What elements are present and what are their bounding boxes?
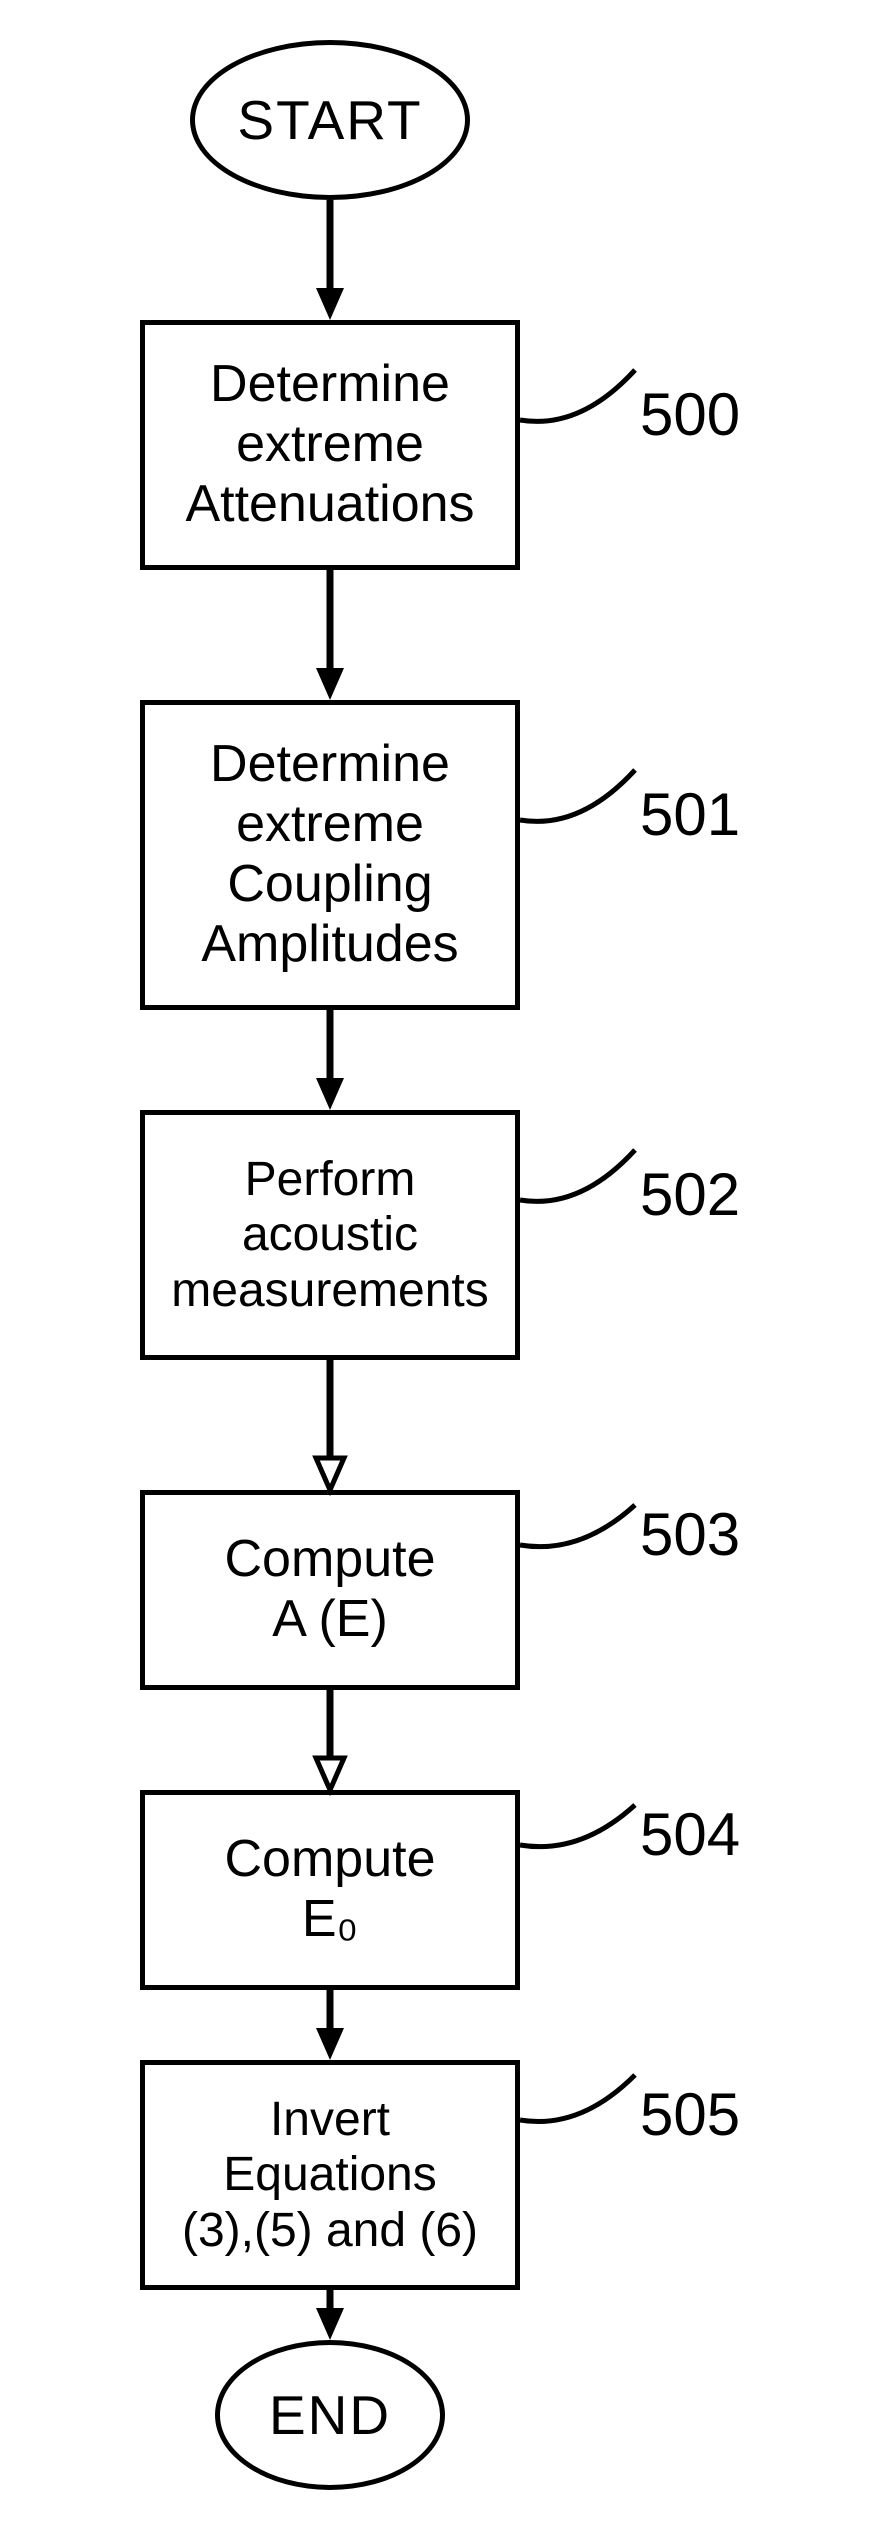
- flowchart-canvas: START Determine extreme Attenuations Det…: [0, 0, 874, 2533]
- flow-arrows: [0, 0, 874, 2533]
